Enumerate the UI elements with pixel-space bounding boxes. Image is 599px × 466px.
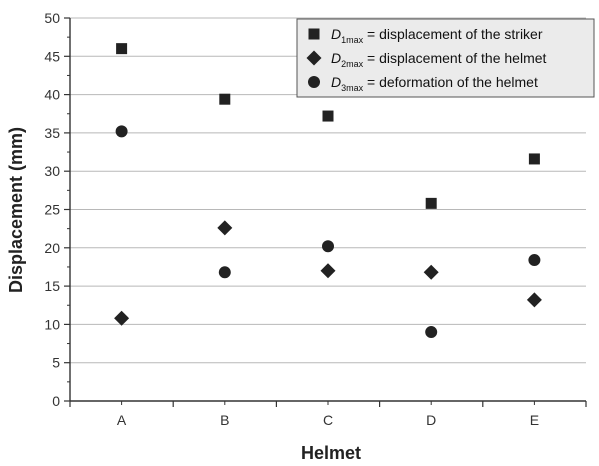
y-tick-label: 35 [44,125,60,141]
legend-marker-square [308,28,320,40]
y-tick-label: 20 [44,240,60,256]
y-axis-label: Displacement (mm) [6,127,26,293]
legend-entry-label: D2max = displacement of the helmet [331,50,547,69]
data-point-square [116,43,128,55]
data-point-square [425,197,437,209]
y-tick-label: 15 [44,278,60,294]
x-tick-label: A [117,412,127,428]
data-point-diamond [526,292,542,308]
legend-marker-diamond [306,50,322,66]
data-marks [114,43,542,339]
y-tick-label: 10 [44,316,60,332]
x-tick-label: C [323,412,333,428]
x-tick-label: E [530,412,539,428]
legend-entry-label: D3max = deformation of the helmet [331,74,538,93]
y-tick-label: 5 [52,355,60,371]
legend-box [296,18,595,98]
x-tick-label: D [426,412,436,428]
data-point-circle [218,266,231,279]
data-point-square [528,153,540,165]
y-tick-label: 40 [44,87,60,103]
x-axis-label: Helmet [301,443,361,463]
y-tick-label: 30 [44,163,60,179]
legend-entry-label: D1max = displacement of the striker [331,26,543,45]
data-point-diamond [217,220,233,236]
data-point-diamond [114,310,130,326]
x-tick-label: B [220,412,229,428]
data-point-square [322,110,334,122]
y-tick-label: 45 [44,48,60,64]
data-point-circle [322,240,334,253]
tick-labels: 0 5 10 15 20 25 30 35 40 45 50 A B C D E [44,10,539,428]
data-point-circle [528,254,541,267]
legend-marker-circle [308,76,320,88]
legend: D1max = displacement of the striker D2max… [296,18,595,98]
y-tick-label: 25 [44,202,60,218]
y-tick-label: 50 [44,10,60,26]
data-point-circle [115,125,128,138]
data-point-square [219,93,231,105]
y-tick-label: 0 [52,393,60,409]
data-point-diamond [423,264,439,280]
data-point-diamond [320,263,336,279]
data-point-circle [425,326,438,339]
axes [64,17,587,407]
